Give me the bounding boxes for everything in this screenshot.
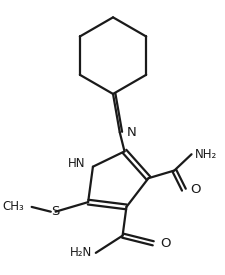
Text: N: N [126, 126, 136, 139]
Text: CH₃: CH₃ [2, 200, 24, 213]
Text: O: O [159, 237, 170, 250]
Text: O: O [190, 183, 200, 196]
Text: H₂N: H₂N [69, 246, 92, 259]
Text: S: S [51, 205, 59, 218]
Text: HN: HN [68, 157, 85, 170]
Text: NH₂: NH₂ [194, 148, 217, 161]
